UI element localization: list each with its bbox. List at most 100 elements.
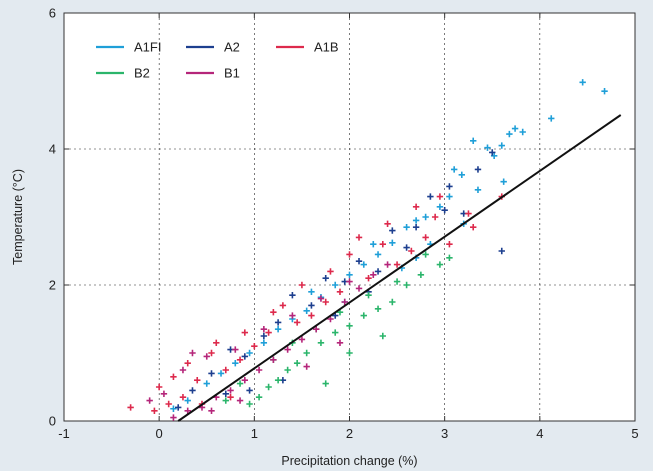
data-point (601, 88, 608, 95)
legend-item-a2: A2 (186, 40, 240, 55)
data-point (222, 366, 229, 374)
data-point (170, 373, 177, 380)
data-point (322, 380, 329, 387)
data-point (389, 298, 396, 306)
data-point (465, 210, 472, 217)
data-point (403, 281, 410, 289)
data-point (175, 404, 182, 411)
data-point (341, 298, 348, 306)
x-axis-label: Precipitation change (%) (281, 454, 417, 468)
data-point (490, 152, 498, 159)
data-point (436, 203, 444, 210)
data-points (127, 79, 608, 421)
data-point (500, 178, 507, 185)
data-point (441, 207, 448, 214)
legend-label: A1B (314, 40, 339, 55)
y-tick-label: 4 (49, 142, 56, 157)
data-point (274, 319, 282, 326)
data-point (446, 241, 453, 248)
data-point (379, 241, 387, 248)
data-point (365, 292, 372, 299)
data-point (470, 224, 477, 231)
data-point (374, 268, 382, 275)
data-point (303, 307, 310, 315)
x-tick-label: 4 (536, 426, 543, 441)
data-point (217, 370, 225, 377)
data-point (417, 271, 425, 278)
legend-label: B1 (224, 66, 240, 81)
data-point (322, 275, 329, 282)
data-point (227, 387, 234, 394)
data-point (355, 258, 363, 265)
data-point (241, 377, 249, 384)
data-point (412, 217, 420, 224)
data-point (470, 137, 477, 145)
data-point (511, 125, 519, 132)
data-point (336, 339, 344, 346)
legend-label: A1FI (134, 40, 161, 55)
data-point (270, 356, 277, 363)
data-point (384, 220, 391, 227)
data-point (232, 346, 239, 353)
data-point (506, 130, 513, 138)
data-point (246, 349, 253, 357)
data-point (170, 405, 177, 412)
data-point (548, 115, 555, 122)
data-point (284, 366, 291, 374)
data-point (389, 239, 396, 247)
data-point (260, 326, 268, 333)
data-point (474, 186, 482, 193)
legend: A1FI A2 A1B B2 B1 (96, 40, 339, 81)
data-point (374, 305, 382, 312)
data-point (241, 353, 249, 360)
data-point (408, 247, 415, 255)
data-point (436, 193, 444, 200)
data-point (303, 349, 310, 357)
data-point (270, 309, 277, 316)
legend-label: B2 (134, 66, 150, 81)
data-point (498, 142, 505, 149)
data-point (308, 288, 315, 295)
data-point (260, 339, 268, 346)
data-point (431, 213, 439, 221)
trend-line (177, 114, 622, 422)
data-point (127, 404, 134, 411)
data-point (370, 271, 377, 278)
data-point (346, 322, 353, 329)
data-point (293, 319, 301, 326)
series-a1fi-points (170, 79, 608, 412)
data-point (489, 149, 496, 156)
data-point (374, 251, 382, 258)
data-point (446, 193, 453, 200)
data-point (274, 377, 282, 384)
y-tick-label: 6 (49, 6, 56, 21)
trend-line-group (177, 114, 622, 422)
data-point (446, 183, 453, 190)
data-point (274, 326, 282, 333)
legend-label: A2 (224, 40, 240, 55)
data-point (255, 366, 263, 374)
series-b1-points (146, 261, 391, 421)
data-point (246, 400, 253, 408)
data-point (184, 407, 191, 414)
legend-item-b2: B2 (96, 66, 150, 81)
data-point (355, 285, 363, 292)
data-point (389, 227, 396, 234)
data-point (312, 326, 320, 333)
data-point (155, 383, 163, 391)
data-point (189, 349, 196, 357)
data-point (241, 329, 249, 336)
data-point (317, 339, 325, 346)
data-point (265, 329, 272, 336)
x-tick-label: -1 (58, 426, 70, 441)
y-tick-label: 2 (49, 278, 56, 293)
data-point (236, 380, 244, 387)
data-point (308, 302, 315, 309)
data-point (151, 407, 158, 414)
data-point (484, 144, 491, 151)
data-point (232, 360, 239, 367)
data-point (360, 312, 367, 319)
data-point (284, 346, 291, 353)
